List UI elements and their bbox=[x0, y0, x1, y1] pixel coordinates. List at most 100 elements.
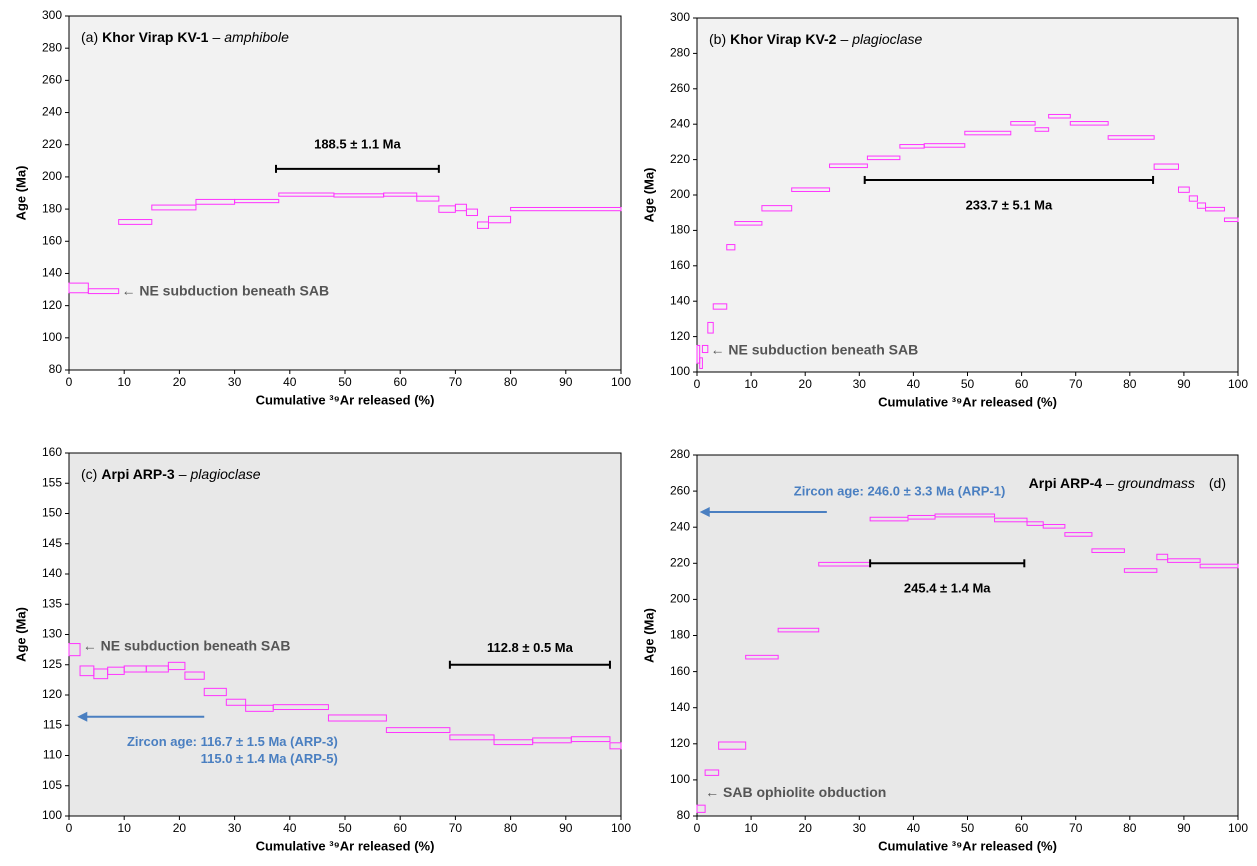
y-tick-label: 200 bbox=[42, 169, 62, 183]
x-tick-label: 70 bbox=[449, 821, 463, 835]
y-tick-label: 220 bbox=[670, 152, 690, 166]
x-tick-label: 30 bbox=[228, 821, 242, 835]
age-step bbox=[225, 698, 247, 706]
y-tick-label: 140 bbox=[42, 266, 62, 280]
y-tick-label: 120 bbox=[670, 736, 690, 750]
y-tick-label: 105 bbox=[42, 778, 62, 792]
y-tick-label: 260 bbox=[670, 483, 690, 497]
zircon-label: 115.0 ± 1.4 Ma (ARP-5) bbox=[201, 751, 338, 766]
panel-title: (b) Khor Virap KV-2– plagioclase bbox=[709, 31, 923, 47]
age-step bbox=[994, 517, 1028, 523]
age-step bbox=[1010, 121, 1036, 126]
age-step bbox=[454, 203, 467, 212]
y-tick-label: 260 bbox=[42, 73, 62, 87]
zircon-arrowhead bbox=[77, 711, 88, 722]
y-tick-label: 140 bbox=[670, 293, 690, 307]
y-tick-label: 160 bbox=[670, 258, 690, 272]
y-tick-label: 180 bbox=[42, 201, 62, 215]
x-tick-label: 30 bbox=[853, 377, 867, 391]
x-tick-label: 40 bbox=[907, 377, 921, 391]
y-tick-label: 100 bbox=[42, 330, 62, 344]
x-tick-label: 80 bbox=[1123, 821, 1137, 835]
panel-title: (c) Arpi ARP-3– plagioclase bbox=[81, 466, 261, 482]
y-tick-label: 160 bbox=[670, 664, 690, 678]
panel-title: Arpi ARP-4– groundmass (d) bbox=[1029, 475, 1226, 491]
age-step bbox=[1153, 163, 1179, 170]
x-tick-label: 50 bbox=[961, 377, 975, 391]
x-tick-label: 90 bbox=[559, 375, 573, 389]
y-tick-label: 155 bbox=[42, 475, 62, 489]
age-step bbox=[272, 704, 329, 711]
age-step bbox=[866, 155, 901, 161]
y-tick-label: 280 bbox=[670, 447, 690, 461]
age-step bbox=[68, 643, 81, 657]
age-step bbox=[327, 714, 387, 722]
x-tick-label: 80 bbox=[504, 375, 518, 389]
title-mineral: amphibole bbox=[224, 29, 289, 45]
x-tick-label: 60 bbox=[1015, 377, 1029, 391]
age-step bbox=[1034, 127, 1050, 132]
x-tick-label: 80 bbox=[1123, 377, 1137, 391]
y-axis-label: Age (Ma) bbox=[641, 608, 656, 663]
y-tick-label: 160 bbox=[42, 445, 62, 459]
x-tick-label: 70 bbox=[1069, 377, 1083, 391]
y-axis-label: Age (Ma) bbox=[641, 168, 656, 223]
x-tick-label: 20 bbox=[799, 377, 813, 391]
x-tick-label: 60 bbox=[394, 821, 408, 835]
x-axis-label: Cumulative ³⁹Ar released (%) bbox=[878, 394, 1057, 409]
x-tick-label: 10 bbox=[118, 821, 132, 835]
x-tick-label: 70 bbox=[1069, 821, 1083, 835]
x-tick-label: 0 bbox=[694, 821, 701, 835]
age-step bbox=[570, 736, 611, 743]
age-step bbox=[383, 192, 418, 197]
title-separator: – bbox=[1106, 475, 1114, 491]
y-tick-label: 120 bbox=[42, 687, 62, 701]
x-tick-label: 20 bbox=[173, 375, 187, 389]
title-mineral: plagioclase bbox=[851, 31, 922, 47]
title-sample: Arpi ARP-3 bbox=[101, 466, 175, 482]
age-step bbox=[609, 742, 622, 750]
y-tick-label: 125 bbox=[42, 657, 62, 671]
y-tick-label: 80 bbox=[49, 362, 63, 376]
x-axis-label: Cumulative ³⁹Ar released (%) bbox=[878, 838, 1057, 853]
age-step bbox=[118, 219, 153, 225]
x-tick-label: 20 bbox=[173, 821, 187, 835]
title-label: (c) bbox=[81, 466, 97, 482]
plot-area bbox=[68, 15, 622, 371]
y-tick-label: 240 bbox=[670, 116, 690, 130]
age-step bbox=[791, 187, 831, 192]
x-tick-label: 0 bbox=[694, 377, 701, 391]
zircon-label: Zircon age: 116.7 ± 1.5 Ma (ARP-3) bbox=[127, 734, 338, 749]
age-step bbox=[934, 513, 996, 518]
age-step bbox=[1069, 121, 1109, 126]
plateau-label: 245.4 ± 1.4 Ma bbox=[904, 581, 991, 596]
x-tick-label: 30 bbox=[228, 375, 242, 389]
plot-area bbox=[68, 452, 622, 817]
age-step bbox=[68, 282, 89, 294]
panel-title: (a) Khor Virap KV-1– amphibole bbox=[81, 29, 289, 45]
age-step bbox=[1205, 206, 1225, 212]
x-tick-label: 90 bbox=[1177, 377, 1191, 391]
y-tick-label: 100 bbox=[670, 772, 690, 786]
title-label: (a) bbox=[81, 29, 98, 45]
age-step bbox=[167, 661, 186, 671]
age-step bbox=[1026, 521, 1044, 526]
age-step bbox=[1091, 548, 1125, 553]
y-tick-label: 100 bbox=[670, 364, 690, 378]
age-step bbox=[465, 208, 478, 217]
age-step bbox=[476, 221, 490, 229]
y-tick-label: 140 bbox=[670, 700, 690, 714]
y-tick-label: 115 bbox=[43, 717, 62, 731]
age-step bbox=[718, 741, 747, 750]
age-step bbox=[707, 321, 714, 334]
y-tick-label: 145 bbox=[42, 536, 62, 550]
plot-area bbox=[696, 17, 1239, 373]
plateau-label: 233.7 ± 5.1 Ma bbox=[966, 197, 1053, 212]
age-step bbox=[1177, 186, 1190, 193]
age-step bbox=[777, 627, 820, 633]
x-tick-label: 80 bbox=[504, 821, 518, 835]
title-mineral: groundmass bbox=[1118, 475, 1195, 491]
y-tick-label: 180 bbox=[670, 628, 690, 642]
annotation: ← NE subduction beneath SAB bbox=[711, 341, 919, 357]
